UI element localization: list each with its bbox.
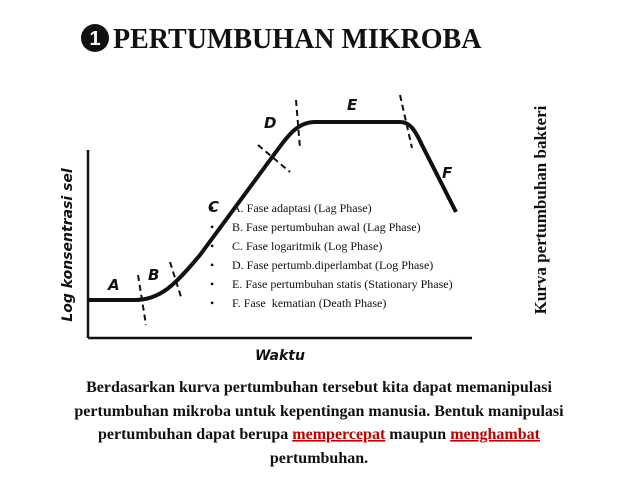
text: maupun xyxy=(385,426,450,443)
highlight: menghambat xyxy=(450,426,540,443)
legend-item: C. Fase logaritmik (Log Phase) xyxy=(232,239,382,253)
legend-item: A. Fase adaptasi (Lag Phase) xyxy=(232,201,372,215)
badge-number: 1 xyxy=(89,28,100,50)
phase-labels: A B C D E F xyxy=(107,96,453,294)
paragraph-line: pertumbuhan dapat berupa mempercepat mau… xyxy=(98,426,541,443)
phase-label: A xyxy=(107,276,120,294)
phase-dividers xyxy=(137,94,413,326)
text: pertumbuhan dapat berupa xyxy=(98,426,292,443)
svg-text:•: • xyxy=(210,277,214,291)
paragraph-line: pertumbuhan. xyxy=(270,450,368,467)
paragraph-line: Berdasarkan kurva pertumbuhan tersebut k… xyxy=(86,379,552,396)
highlight: mempercepat xyxy=(292,426,386,443)
legend-item: D. Fase pertumb.diperlambat (Log Phase) xyxy=(232,258,433,272)
svg-text:•: • xyxy=(210,220,214,234)
legend-bullets: • • • • • • xyxy=(210,201,214,310)
svg-text:•: • xyxy=(210,296,214,310)
svg-text:•: • xyxy=(210,258,214,272)
curve xyxy=(88,120,458,302)
legend-item: F. Fase kematian (Death Phase) xyxy=(232,296,386,310)
phase-label: C xyxy=(208,198,219,216)
svg-text:•: • xyxy=(210,239,214,253)
phase-label: B xyxy=(148,266,159,284)
side-label: Kurva pertumbuhan bakteri xyxy=(531,105,550,314)
legend-item: B. Fase pertumbuhan awal (Lag Phase) xyxy=(232,220,421,234)
badge-circle xyxy=(81,24,109,52)
phase-label: F xyxy=(442,164,453,182)
x-axis-label: Waktu xyxy=(255,348,305,364)
paragraph-line: pertumbuhan mikroba untuk kepentingan ma… xyxy=(74,403,564,420)
paragraph: Berdasarkan kurva pertumbuhan tersebut k… xyxy=(74,379,564,467)
phase-label: D xyxy=(264,114,276,132)
svg-text:•: • xyxy=(210,201,214,215)
phase-label: E xyxy=(347,96,358,114)
y-axis-label: Log konsentrasi sel xyxy=(60,168,76,322)
title: PERTUMBUHAN MIKROBA xyxy=(113,24,482,55)
legend-item: E. Fase pertumbuhan statis (Stationary P… xyxy=(232,277,453,291)
legend: • • • • • • A. Fase adaptasi (Lag Phase) B. … xyxy=(210,201,453,310)
growth-curve-diagram xyxy=(86,94,472,340)
